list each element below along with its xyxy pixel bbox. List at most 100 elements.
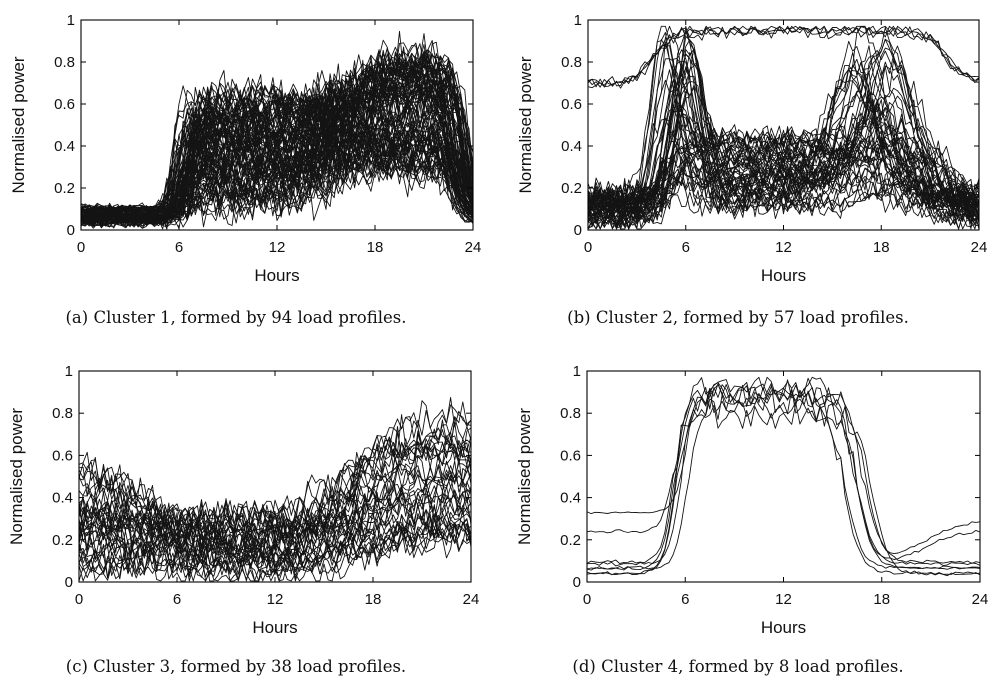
profile-lines bbox=[588, 25, 979, 230]
x-tick-label: 24 bbox=[972, 591, 989, 608]
chart-panel-3: 0 6 12 18 24 0 0.2 0.4 0.6 0.8 1 Hours Normalised po… bbox=[7, 363, 479, 676]
load-profile-line bbox=[81, 46, 473, 229]
load-profile-line bbox=[588, 97, 979, 218]
load-profile-line bbox=[587, 383, 980, 571]
load-profile-line bbox=[81, 72, 473, 227]
load-profile-line bbox=[81, 57, 473, 224]
load-profile-line bbox=[81, 53, 473, 214]
load-profile-line bbox=[587, 381, 980, 567]
profile-lines bbox=[79, 397, 471, 582]
load-profile-line bbox=[79, 461, 471, 564]
x-tick-label: 18 bbox=[873, 239, 890, 256]
load-profile-line bbox=[79, 487, 471, 574]
load-profile-line bbox=[79, 400, 471, 558]
load-profile-line bbox=[79, 442, 471, 579]
x-tick-label: 0 bbox=[584, 239, 592, 256]
load-profile-line bbox=[587, 376, 980, 565]
y-tick-label: 0 bbox=[574, 222, 582, 239]
load-profile-line bbox=[588, 66, 979, 230]
x-tick-label: 6 bbox=[173, 591, 181, 608]
y-tick-label: 0.6 bbox=[560, 447, 581, 464]
load-profile-line bbox=[81, 49, 473, 225]
y-tick-label: 0.8 bbox=[54, 54, 75, 71]
load-profile-line bbox=[588, 146, 979, 226]
panel-caption: (d) Cluster 4, formed by 8 load profiles… bbox=[572, 657, 903, 676]
load-profile-line bbox=[588, 25, 979, 89]
y-tick-label: 0.4 bbox=[560, 490, 581, 507]
y-tick-label: 1 bbox=[573, 363, 581, 380]
x-tick-label: 6 bbox=[175, 239, 183, 256]
panel-caption: (a) Cluster 1, formed by 94 load profile… bbox=[66, 308, 407, 327]
load-profile-line bbox=[81, 123, 473, 223]
load-profile-line bbox=[81, 53, 473, 222]
load-profile-line bbox=[79, 459, 471, 582]
load-profile-line bbox=[81, 161, 473, 218]
y-tick-label: 0 bbox=[65, 574, 73, 591]
y-tick-label: 0.2 bbox=[52, 532, 73, 549]
x-axis-label: Hours bbox=[761, 266, 806, 285]
profile-lines bbox=[81, 30, 473, 230]
load-profile-line bbox=[81, 71, 473, 222]
x-tick-label: 0 bbox=[75, 591, 83, 608]
x-tick-label: 6 bbox=[682, 239, 690, 256]
x-axis-label: Hours bbox=[254, 266, 299, 285]
y-tick-label: 0.2 bbox=[561, 180, 582, 197]
y-tick-label: 0.4 bbox=[54, 138, 75, 155]
y-tick-label: 1 bbox=[65, 363, 73, 380]
load-profile-line bbox=[588, 38, 979, 214]
load-profile-line bbox=[588, 179, 979, 222]
panel-caption: (b) Cluster 2, formed by 57 load profile… bbox=[567, 308, 909, 327]
load-profile-line bbox=[588, 52, 979, 228]
load-profile-line bbox=[79, 458, 471, 580]
y-tick-label: 0.2 bbox=[54, 180, 75, 197]
chart-panel-4: 0 6 12 18 24 0 0.2 0.4 0.6 0.8 1 Hours Normalised po… bbox=[515, 363, 988, 676]
x-tick-label: 18 bbox=[367, 239, 384, 256]
y-tick-label: 0.6 bbox=[52, 447, 73, 464]
load-profile-line bbox=[588, 41, 979, 215]
panel-caption: (c) Cluster 3, formed by 38 load profile… bbox=[66, 657, 406, 676]
load-profile-line bbox=[79, 414, 471, 582]
y-axis-label: Normalised power bbox=[516, 56, 535, 193]
load-profile-line bbox=[79, 477, 471, 547]
load-profile-line bbox=[79, 498, 471, 542]
y-tick-label: 0.8 bbox=[561, 54, 582, 71]
load-profile-line bbox=[588, 25, 979, 88]
load-profile-line bbox=[588, 54, 979, 209]
y-tick-label: 0 bbox=[573, 574, 581, 591]
x-tick-label: 24 bbox=[465, 239, 482, 256]
load-profile-line bbox=[81, 129, 473, 211]
y-tick-label: 0.4 bbox=[52, 490, 73, 507]
x-tick-label: 12 bbox=[775, 239, 792, 256]
x-tick-label: 12 bbox=[269, 239, 286, 256]
load-profile-line bbox=[587, 402, 980, 577]
x-tick-label: 24 bbox=[971, 239, 988, 256]
profile-lines bbox=[587, 376, 980, 577]
load-profile-line bbox=[587, 377, 980, 555]
y-axis-label: Normalised power bbox=[9, 56, 28, 193]
x-tick-label: 6 bbox=[681, 591, 689, 608]
y-tick-label: 0.8 bbox=[560, 405, 581, 422]
load-profile-line bbox=[588, 25, 979, 89]
x-axis-label: Hours bbox=[761, 618, 806, 637]
load-profile-line bbox=[588, 36, 979, 209]
x-tick-label: 18 bbox=[873, 591, 890, 608]
x-tick-label: 24 bbox=[463, 591, 480, 608]
y-tick-label: 1 bbox=[67, 12, 75, 29]
y-tick-label: 0.2 bbox=[560, 532, 581, 549]
x-tick-label: 0 bbox=[77, 239, 85, 256]
y-tick-label: 1 bbox=[574, 12, 582, 29]
load-profile-line bbox=[79, 442, 471, 536]
y-tick-label: 0.6 bbox=[54, 96, 75, 113]
chart-panel-1: 0 6 12 18 24 0 0.2 0.4 0.6 0.8 1 Hours Normalised po… bbox=[9, 12, 481, 327]
y-axis-label: Normalised power bbox=[7, 408, 26, 545]
x-tick-label: 12 bbox=[775, 591, 792, 608]
load-profile-line bbox=[79, 512, 471, 564]
y-tick-label: 0.4 bbox=[561, 138, 582, 155]
load-profile-line bbox=[79, 458, 471, 543]
x-axis-label: Hours bbox=[252, 618, 297, 637]
load-profile-line bbox=[588, 55, 979, 220]
load-profile-line bbox=[79, 516, 471, 553]
x-tick-label: 0 bbox=[583, 591, 591, 608]
x-tick-label: 12 bbox=[267, 591, 284, 608]
